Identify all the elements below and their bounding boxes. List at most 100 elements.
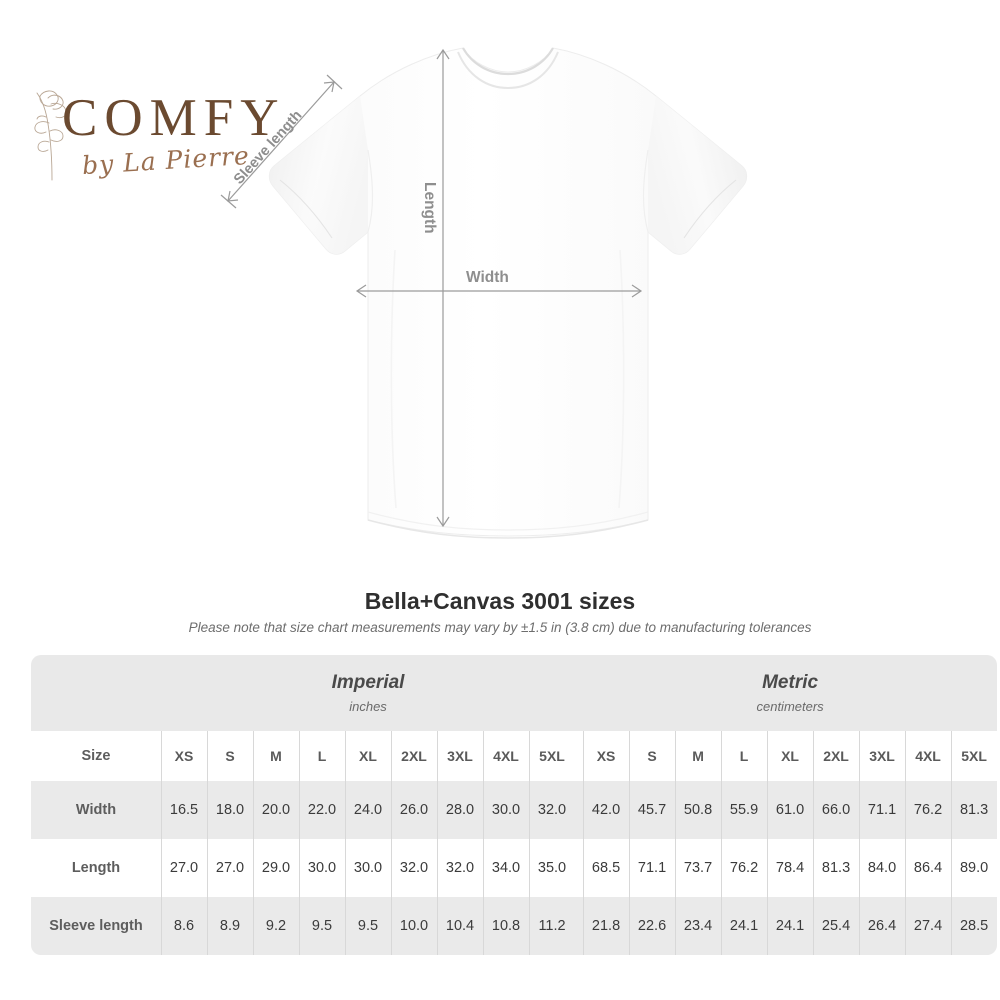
cell-sleeve-metric-xs: 21.8 [583, 897, 630, 955]
width-measure-line [355, 284, 643, 298]
size-col-s-imperial: S [207, 731, 253, 781]
length-measure-line [436, 48, 450, 528]
cell-length-metric-xl: 78.4 [767, 839, 814, 897]
size-col-xs-imperial: XS [161, 731, 207, 781]
chart-title: Bella+Canvas 3001 sizes [364, 588, 636, 614]
size-col-m-metric: M [675, 731, 722, 781]
cell-sleeve-imperial-s: 8.9 [207, 897, 253, 955]
cell-sleeve-imperial-l: 9.5 [299, 897, 345, 955]
size-chart-table: Imperial inches Metric centimeters Size … [31, 655, 998, 955]
brand-logo: COMFY by La Pierre [14, 78, 284, 193]
band-gap [575, 655, 584, 731]
size-col-2xl-metric: 2XL [813, 731, 860, 781]
cell-width-metric-l: 55.9 [721, 781, 768, 839]
cell-sleeve-metric-5xl: 28.5 [951, 897, 998, 955]
cell-length-imperial-xl: 30.0 [345, 839, 391, 897]
cell-length-metric-5xl: 89.0 [951, 839, 998, 897]
cell-sleeve-imperial-2xl: 10.0 [391, 897, 437, 955]
cell-sleeve-imperial-xl: 9.5 [345, 897, 391, 955]
cell-length-imperial-m: 29.0 [253, 839, 299, 897]
size-col-5xl-metric: 5XL [951, 731, 998, 781]
size-header-label: Size [31, 731, 161, 781]
cell-width-metric-xl: 61.0 [767, 781, 814, 839]
cell-sleeve-imperial-5xl: 11.2 [529, 897, 576, 955]
header-gap [575, 731, 584, 781]
system-metric-unit: centimeters [756, 699, 824, 714]
cell-width-metric-2xl: 66.0 [813, 781, 860, 839]
row-gap [575, 781, 584, 839]
cell-sleeve-metric-xl: 24.1 [767, 897, 814, 955]
cell-length-imperial-xs: 27.0 [161, 839, 207, 897]
size-col-3xl-imperial: 3XL [437, 731, 483, 781]
logo-wordmark: COMFY [62, 89, 286, 147]
cell-length-imperial-5xl: 35.0 [529, 839, 576, 897]
length-measure-label: Length [421, 182, 438, 234]
table-row: Length 27.0 27.0 29.0 30.0 30.0 32.0 32.… [31, 839, 998, 897]
chart-note: Please note that size chart measurements… [188, 620, 812, 635]
size-col-4xl-imperial: 4XL [483, 731, 529, 781]
cell-sleeve-imperial-4xl: 10.8 [483, 897, 529, 955]
cell-length-metric-2xl: 81.3 [813, 839, 860, 897]
row-label-width: Width [31, 781, 161, 839]
cell-sleeve-metric-s: 22.6 [629, 897, 676, 955]
cell-length-metric-4xl: 86.4 [905, 839, 952, 897]
cell-width-imperial-xs: 16.5 [161, 781, 207, 839]
cell-length-imperial-s: 27.0 [207, 839, 253, 897]
system-metric: Metric centimeters [583, 655, 998, 731]
cell-length-metric-xs: 68.5 [583, 839, 630, 897]
cell-length-imperial-l: 30.0 [299, 839, 345, 897]
cell-width-imperial-xl: 24.0 [345, 781, 391, 839]
size-col-l-imperial: L [299, 731, 345, 781]
row-label-sleeve-length: Sleeve length [31, 897, 161, 955]
system-imperial-name: Imperial [331, 672, 405, 693]
cell-width-metric-3xl: 71.1 [859, 781, 906, 839]
cell-width-metric-s: 45.7 [629, 781, 676, 839]
size-col-m-imperial: M [253, 731, 299, 781]
cell-length-imperial-3xl: 32.0 [437, 839, 483, 897]
size-col-3xl-metric: 3XL [859, 731, 906, 781]
table-header-row: Size XS S M L XL 2XL 3XL 4XL 5XL XS S M … [31, 731, 998, 781]
cell-sleeve-metric-m: 23.4 [675, 897, 722, 955]
cell-length-metric-s: 71.1 [629, 839, 676, 897]
size-col-xs-metric: XS [583, 731, 630, 781]
table-row: Width 16.5 18.0 20.0 22.0 24.0 26.0 28.0… [31, 781, 998, 839]
cell-sleeve-metric-l: 24.1 [721, 897, 768, 955]
floral-stem-icon [34, 90, 67, 181]
system-metric-name: Metric [762, 672, 819, 693]
row-label-length: Length [31, 839, 161, 897]
cell-length-metric-m: 73.7 [675, 839, 722, 897]
size-col-xl-metric: XL [767, 731, 814, 781]
cell-width-imperial-l: 22.0 [299, 781, 345, 839]
tshirt-illustration [220, 47, 748, 539]
cell-sleeve-metric-3xl: 26.4 [859, 897, 906, 955]
cell-length-metric-3xl: 84.0 [859, 839, 906, 897]
cell-length-imperial-2xl: 32.0 [391, 839, 437, 897]
size-col-xl-imperial: XL [345, 731, 391, 781]
table-system-band: Imperial inches Metric centimeters [31, 655, 998, 731]
table-row: Sleeve length 8.6 8.9 9.2 9.5 9.5 10.0 1… [31, 897, 998, 955]
cell-sleeve-metric-4xl: 27.4 [905, 897, 952, 955]
band-spacer-left [31, 655, 161, 731]
cell-width-imperial-3xl: 28.0 [437, 781, 483, 839]
cell-sleeve-imperial-3xl: 10.4 [437, 897, 483, 955]
cell-width-imperial-m: 20.0 [253, 781, 299, 839]
cell-width-imperial-5xl: 32.0 [529, 781, 576, 839]
cell-width-imperial-4xl: 30.0 [483, 781, 529, 839]
tshirt-diagram: Width Length Sleeve length [220, 47, 748, 539]
system-imperial-unit: inches [349, 699, 387, 714]
size-col-5xl-imperial: 5XL [529, 731, 576, 781]
cell-width-metric-xs: 42.0 [583, 781, 630, 839]
size-col-2xl-imperial: 2XL [391, 731, 437, 781]
cell-width-metric-m: 50.8 [675, 781, 722, 839]
system-imperial: Imperial inches [161, 655, 576, 731]
size-col-4xl-metric: 4XL [905, 731, 952, 781]
sleeve-length-measure-line [220, 74, 343, 209]
width-measure-label: Width [466, 269, 509, 286]
size-col-l-metric: L [721, 731, 768, 781]
cell-sleeve-imperial-xs: 8.6 [161, 897, 207, 955]
size-col-s-metric: S [629, 731, 676, 781]
row-gap [575, 897, 584, 955]
cell-sleeve-imperial-m: 9.2 [253, 897, 299, 955]
cell-width-metric-4xl: 76.2 [905, 781, 952, 839]
cell-sleeve-metric-2xl: 25.4 [813, 897, 860, 955]
